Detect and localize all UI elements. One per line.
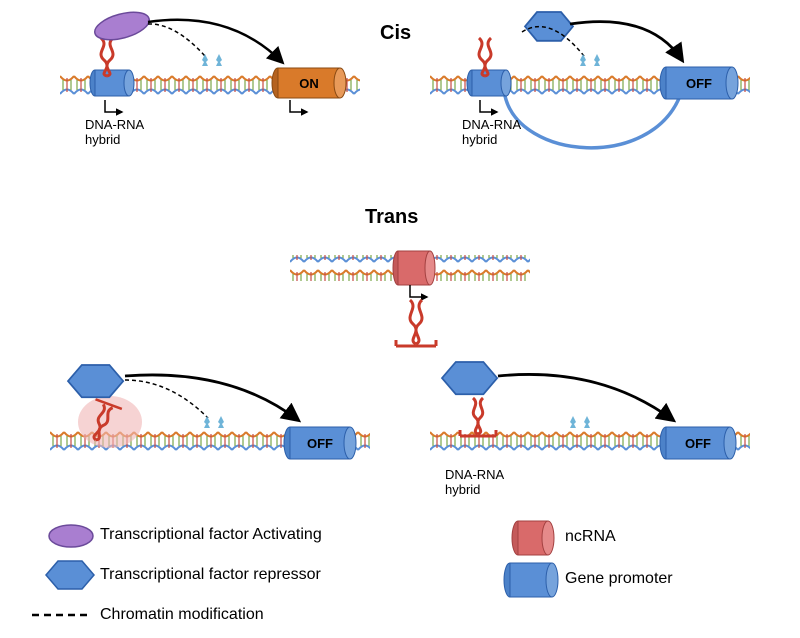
methyl-mark-icon bbox=[570, 416, 590, 428]
off-label: OFF bbox=[307, 436, 333, 451]
hybrid-label-cis-right: DNA-RNAhybrid bbox=[462, 118, 521, 148]
legend-tf-activating-label: Transcriptional factor Activating bbox=[100, 526, 322, 544]
legend-tf-repressor-label: Transcriptional factor repressor bbox=[100, 566, 321, 584]
legend-gene-promoter-label: Gene promoter bbox=[565, 570, 673, 588]
trans-left-panel: OFF bbox=[50, 350, 390, 510]
rna-helix-icon bbox=[396, 300, 436, 346]
legend-gene-promoter-icon bbox=[502, 562, 564, 598]
tf-repressor-icon bbox=[68, 365, 123, 397]
off-promoter-icon: OFF bbox=[660, 67, 738, 99]
hybrid-label-cis-left: DNA-RNAhybrid bbox=[85, 118, 144, 148]
cis-heading: Cis bbox=[380, 22, 411, 45]
trans-right-panel: OFF bbox=[430, 350, 770, 530]
on-promoter-icon: ON bbox=[272, 68, 346, 98]
hybrid-label-trans-right: DNA-RNAhybrid bbox=[445, 468, 504, 498]
legend-ncrna-icon bbox=[510, 520, 560, 556]
off-promoter-icon: OFF bbox=[284, 427, 356, 459]
off-label: OFF bbox=[686, 76, 712, 91]
trans-heading: Trans bbox=[365, 206, 418, 229]
tf-repressor-icon bbox=[525, 12, 573, 41]
off-label: OFF bbox=[685, 436, 711, 451]
legend-tf-activating-icon bbox=[46, 522, 96, 550]
ncrna-promoter-icon bbox=[393, 251, 435, 285]
off-promoter-icon: OFF bbox=[660, 427, 736, 459]
legend-dashed-label: Chromatin modification bbox=[100, 606, 264, 624]
methyl-mark-icon bbox=[580, 54, 600, 66]
trans-center-panel bbox=[290, 240, 550, 360]
tf-repressor-icon bbox=[442, 362, 497, 394]
cis-right-panel: OFF bbox=[430, 20, 770, 205]
methyl-mark-icon bbox=[202, 54, 222, 66]
legend-tf-repressor-icon bbox=[42, 558, 100, 594]
gene-promoter-icon bbox=[90, 70, 134, 96]
legend-ncrna-label: ncRNA bbox=[565, 528, 616, 546]
methyl-mark-icon bbox=[204, 416, 224, 428]
on-label: ON bbox=[299, 76, 319, 91]
cis-left-panel: ON bbox=[60, 20, 380, 200]
legend-dashed-icon bbox=[30, 608, 96, 622]
